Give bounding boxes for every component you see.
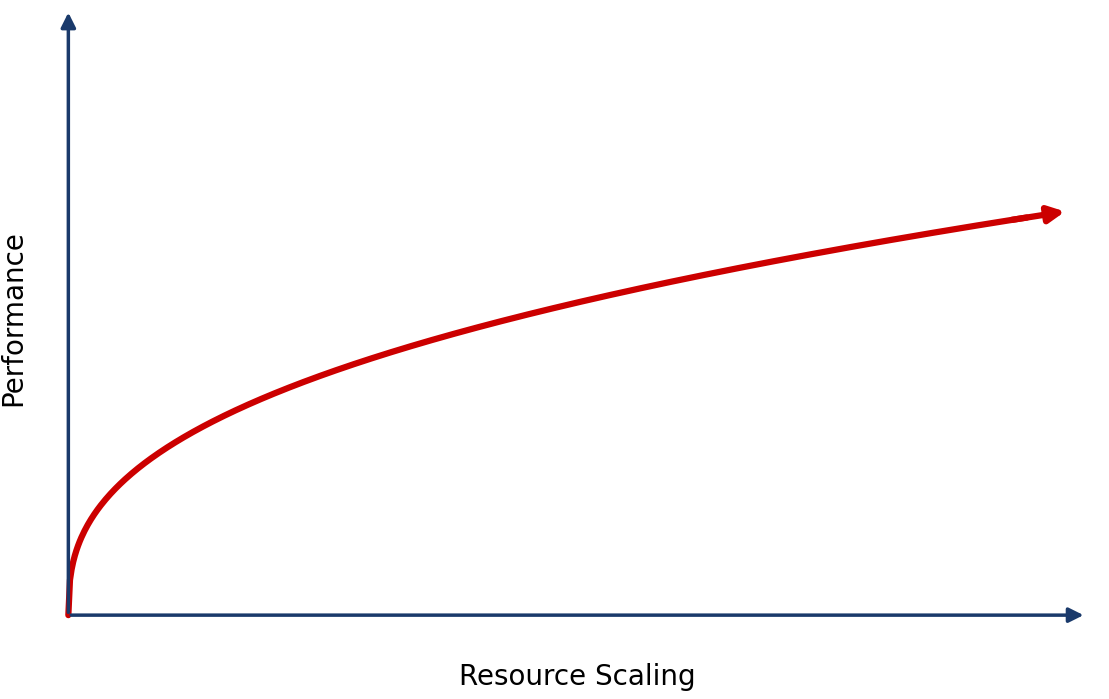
Text: Resource Scaling: Resource Scaling (459, 663, 695, 691)
Text: Performance: Performance (0, 230, 27, 406)
